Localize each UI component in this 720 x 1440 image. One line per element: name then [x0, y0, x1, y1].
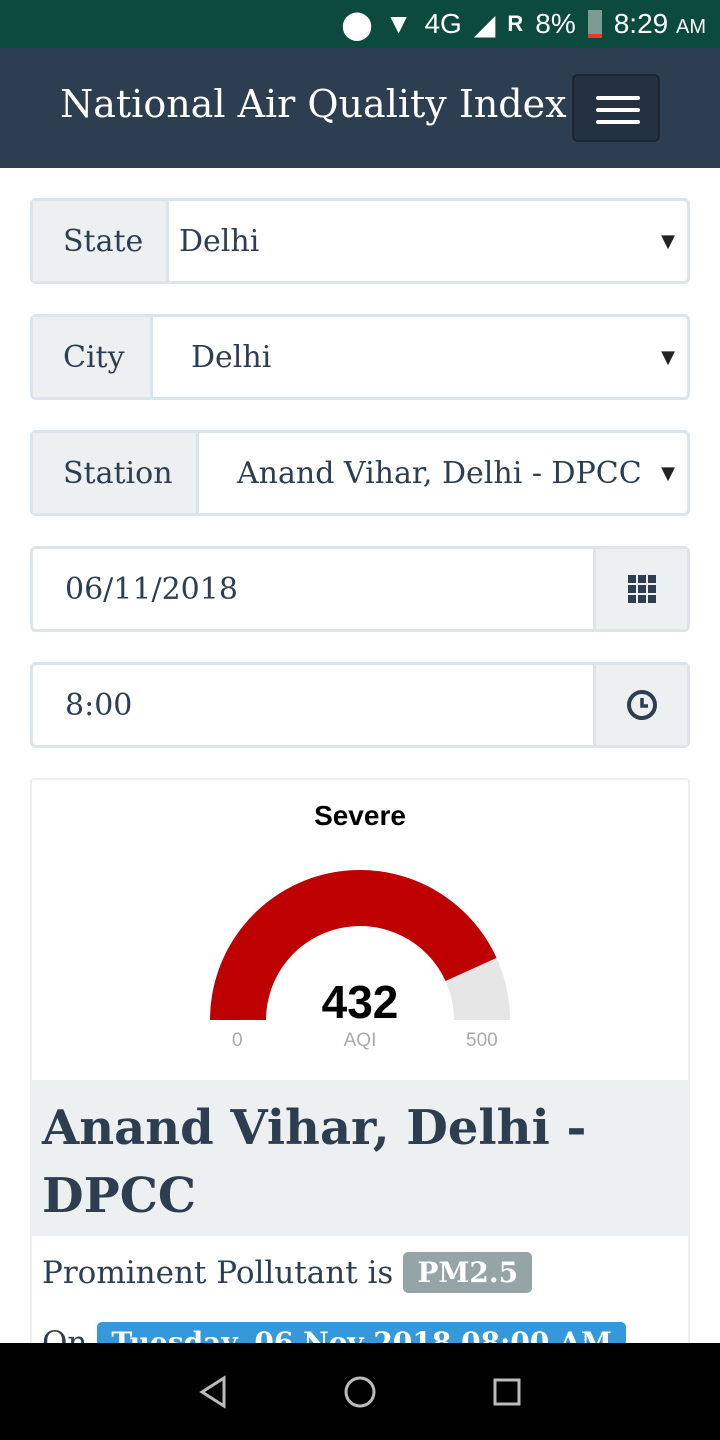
clock: 8:29 AM — [613, 8, 706, 39]
station-value: Anand Vihar, Delhi - DPCC — [237, 455, 642, 491]
hamburger-icon — [596, 108, 640, 112]
battery-percent: 8% — [535, 8, 576, 39]
calendar-grid-icon — [627, 575, 656, 603]
city-group: City Delhi ▼ — [30, 314, 690, 400]
status-bar: ⬤ ▼ 4G ◢ R 8% 8:29 AM — [0, 0, 720, 48]
roaming-indicator: R — [507, 11, 524, 36]
station-select[interactable]: Anand Vihar, Delhi - DPCC ▼ — [199, 433, 687, 513]
wifi-icon: ▼ — [384, 8, 413, 39]
battery-icon — [587, 10, 602, 38]
city-label: City — [33, 317, 153, 397]
date-value: 06/11/2018 — [65, 571, 238, 607]
time-input[interactable]: 8:00 — [33, 665, 593, 745]
clock-button[interactable] — [593, 665, 687, 745]
aqi-card: Severe 432 0 AQI 500 Anand Vihar, Delhi … — [30, 778, 690, 1343]
signal-icon: ◢ — [473, 8, 496, 40]
city-select[interactable]: Delhi ▼ — [153, 317, 687, 397]
gauge-max-label: 500 — [466, 1030, 498, 1051]
measurement-time: On Tuesday, 06 Nov 2018 08:00 AM — [42, 1322, 626, 1343]
state-label: State — [33, 201, 169, 281]
calendar-button[interactable] — [593, 549, 687, 629]
station-name-heading: Anand Vihar, Delhi - DPCC — [32, 1080, 688, 1236]
date-input[interactable]: 06/11/2018 — [33, 549, 593, 629]
aqi-gauge — [210, 870, 510, 1020]
aqi-category: Severe — [314, 800, 406, 831]
navbar: National Air Quality Index — [0, 48, 720, 168]
gauge-unit-label: AQI — [343, 1030, 377, 1051]
state-group: State Delhi ▼ — [30, 198, 690, 284]
on-label: On — [42, 1324, 88, 1344]
aqi-value: 432 — [321, 976, 399, 1028]
gauge-min-label: 0 — [232, 1030, 243, 1051]
system-nav-bar — [0, 1343, 720, 1440]
caret-down-icon: ▼ — [661, 230, 675, 252]
caret-down-icon: ▼ — [661, 346, 675, 368]
recents-icon[interactable] — [492, 1377, 522, 1407]
prominent-pollutant: Prominent Pollutant is PM2.5 — [42, 1252, 533, 1293]
station-label: Station — [33, 433, 199, 513]
time-group: 8:00 — [30, 662, 690, 748]
date-group: 06/11/2018 — [30, 546, 690, 632]
home-icon[interactable] — [343, 1375, 377, 1409]
hamburger-icon — [596, 120, 640, 124]
clock-icon — [626, 690, 657, 720]
time-value: 8:00 — [65, 687, 133, 723]
pollutant-badge: PM2.5 — [403, 1252, 533, 1293]
network-type: 4G — [424, 8, 462, 39]
location-icon: ⬤ — [341, 8, 373, 40]
gauge-fill — [210, 870, 497, 1020]
hamburger-icon — [596, 96, 640, 100]
app-title: National Air Quality Index — [60, 82, 567, 126]
caret-down-icon: ▼ — [661, 462, 675, 484]
menu-toggle-button[interactable] — [572, 74, 660, 142]
city-value: Delhi — [191, 339, 272, 375]
state-value: Delhi — [179, 223, 260, 259]
back-icon[interactable] — [198, 1374, 228, 1409]
state-select[interactable]: Delhi ▼ — [169, 201, 687, 281]
prominent-label: Prominent Pollutant is — [42, 1254, 394, 1291]
station-group: Station Anand Vihar, Delhi - DPCC ▼ — [30, 430, 690, 516]
datetime-badge: Tuesday, 06 Nov 2018 08:00 AM — [97, 1322, 626, 1343]
